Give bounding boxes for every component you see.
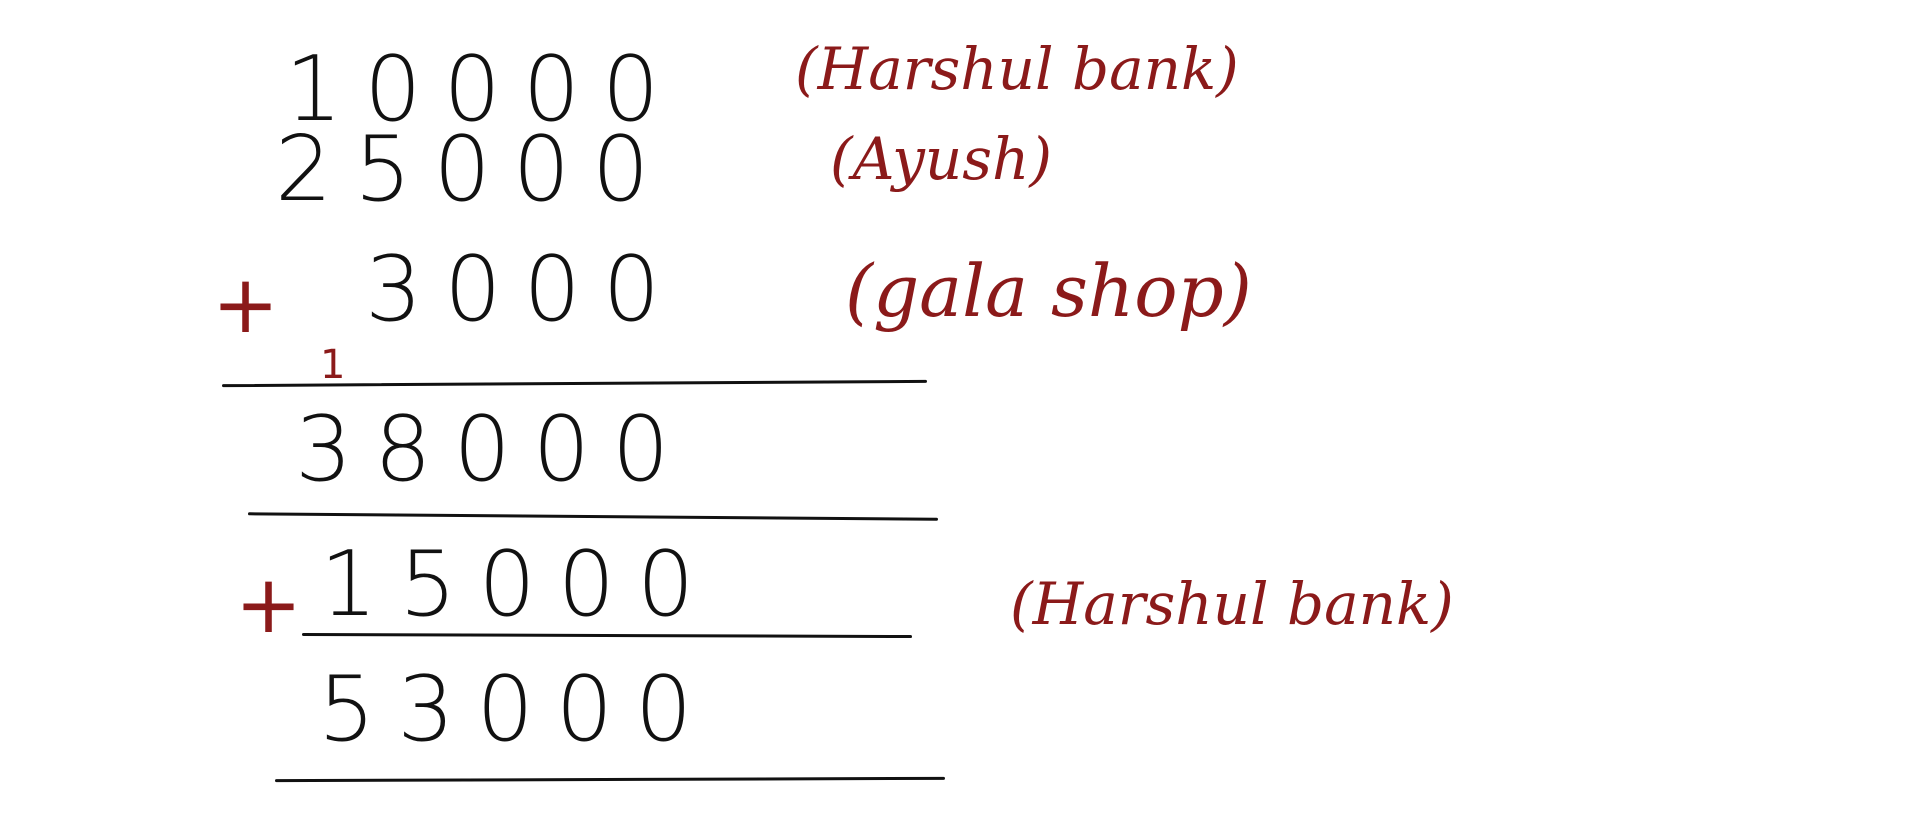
addend-ayush-amount: 25000 — [275, 117, 672, 222]
carry-digit: 1 — [320, 342, 346, 388]
addend-gala-shop-amount: 3000 — [365, 237, 683, 342]
total-amount: 53000 — [318, 657, 715, 762]
plus-sign-1: + — [212, 258, 280, 351]
addend-harshul-bank-2-label: (Harshul bank) — [1010, 570, 1454, 638]
addend-harshul-bank-2-amount: 15000 — [320, 532, 717, 637]
addend-gala-shop-label: (gala shop) — [845, 249, 1252, 333]
addend-ayush-label: (Ayush) — [830, 125, 1053, 193]
plus-sign-2: + — [235, 558, 303, 651]
sum-line-3 — [301, 632, 913, 639]
addend-harshul-bank-amount: 10000 — [285, 37, 682, 142]
subtotal-amount: 38000 — [295, 397, 692, 502]
addend-harshul-bank-label: (Harshul bank) — [795, 35, 1239, 103]
sum-line-4 — [274, 776, 946, 783]
sum-line-2 — [247, 512, 939, 521]
